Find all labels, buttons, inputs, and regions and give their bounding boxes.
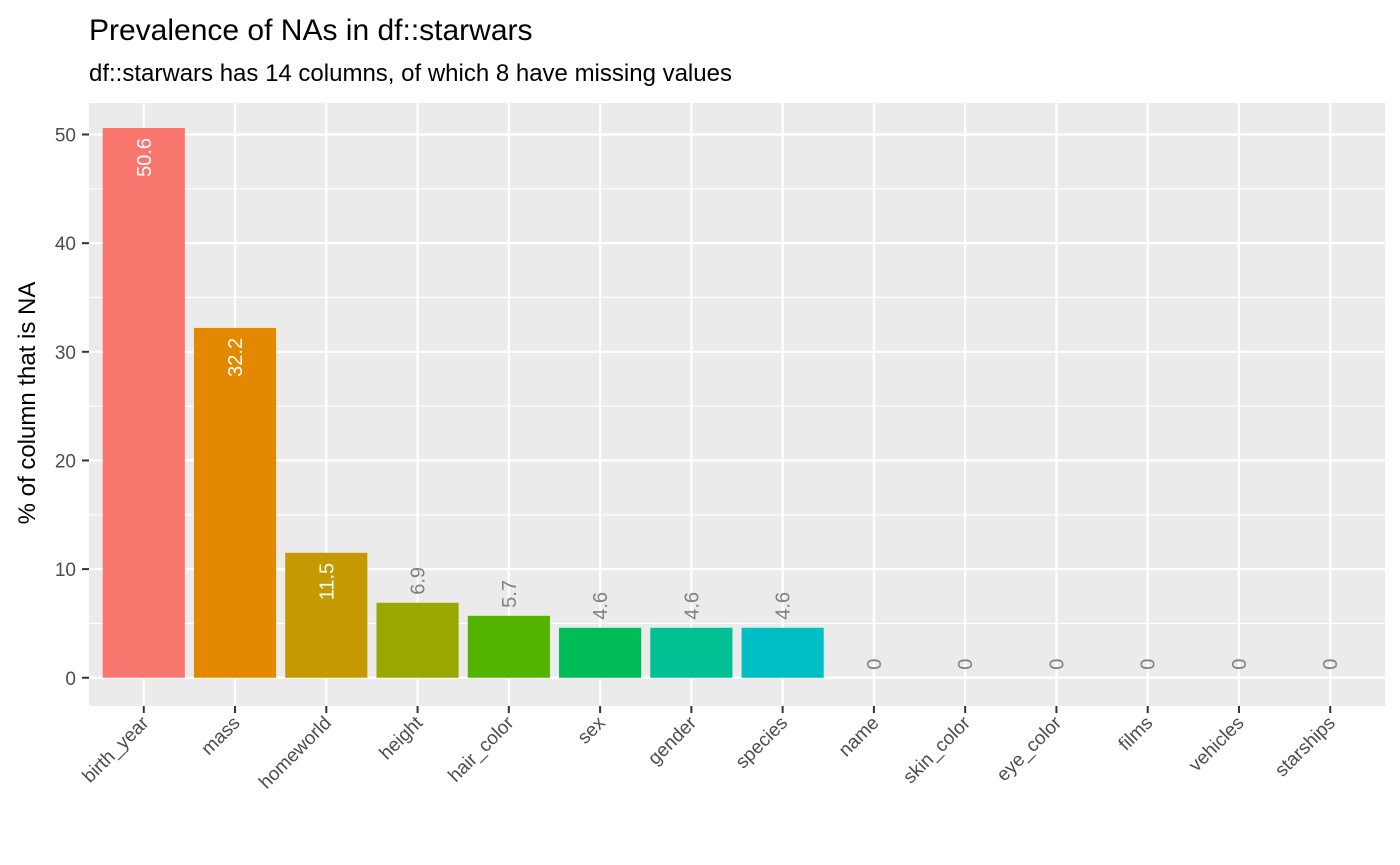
bar-value-label: 0 bbox=[1046, 659, 1068, 670]
bar-value-label: 4.6 bbox=[773, 592, 795, 620]
bar-value-label: 5.7 bbox=[499, 580, 521, 608]
x-tick-label: starships bbox=[1271, 713, 1340, 782]
bar-homeworld bbox=[285, 552, 368, 678]
x-tick-label: films bbox=[1115, 713, 1157, 755]
chart-subtitle: df::starwars has 14 columns, of which 8 … bbox=[89, 60, 732, 87]
bar-value-label: 4.6 bbox=[681, 592, 703, 620]
y-axis-label: % of column that is NA bbox=[14, 282, 41, 525]
bar-mass bbox=[193, 327, 277, 678]
chart-title: Prevalence of NAs in df::starwars bbox=[89, 14, 533, 47]
bar-value-label: 0 bbox=[1138, 659, 1160, 670]
x-tick-label: sex bbox=[574, 712, 610, 748]
bar-value-label: 50.6 bbox=[134, 138, 156, 177]
x-tick-label: vehicles bbox=[1185, 713, 1248, 776]
x-tick-label: name bbox=[835, 713, 883, 761]
bar-height bbox=[376, 602, 459, 678]
x-tick-label: species bbox=[732, 713, 792, 773]
bar-value-label: 6.9 bbox=[408, 567, 430, 595]
y-tick-label: 10 bbox=[55, 560, 76, 581]
bar-birth_year bbox=[102, 127, 185, 678]
x-tick-label: hair_color bbox=[445, 712, 519, 786]
x-tick-label: homeworld bbox=[255, 713, 336, 794]
y-tick-label: 50 bbox=[55, 126, 76, 147]
bar-value-label: 0 bbox=[1229, 659, 1251, 670]
x-tick-label: height bbox=[376, 712, 428, 764]
bar-value-label: 4.6 bbox=[590, 592, 612, 620]
bar-gender bbox=[650, 627, 733, 678]
bars bbox=[102, 127, 824, 678]
x-tick-label: skin_color bbox=[899, 712, 975, 788]
bar-value-label: 0 bbox=[955, 659, 977, 670]
bar-sex bbox=[559, 627, 642, 678]
x-tick-label: gender bbox=[644, 712, 701, 769]
plot-panel bbox=[89, 103, 1385, 706]
bar-value-label: 11.5 bbox=[316, 563, 338, 600]
x-tick-label: eye_color bbox=[993, 712, 1067, 786]
x-tick-label: mass bbox=[198, 713, 245, 760]
bar-value-label: 32.2 bbox=[225, 338, 247, 377]
bar-hair_color bbox=[467, 615, 550, 678]
bar-value-label: 0 bbox=[1320, 659, 1342, 670]
bar-species bbox=[741, 627, 824, 678]
y-tick-label: 20 bbox=[55, 451, 76, 472]
bar-labels: 50.6 32.2 11.5 6.9 5.7 4.6 4.6 4.6 0 0 0 0 0 0 bbox=[134, 138, 1342, 670]
bar-value-label: 0 bbox=[864, 659, 886, 670]
x-tick-label: birth_year bbox=[79, 712, 154, 787]
y-tick-label: 30 bbox=[55, 343, 76, 364]
y-tick-label: 40 bbox=[55, 234, 76, 255]
y-tick-label: 0 bbox=[65, 669, 76, 690]
